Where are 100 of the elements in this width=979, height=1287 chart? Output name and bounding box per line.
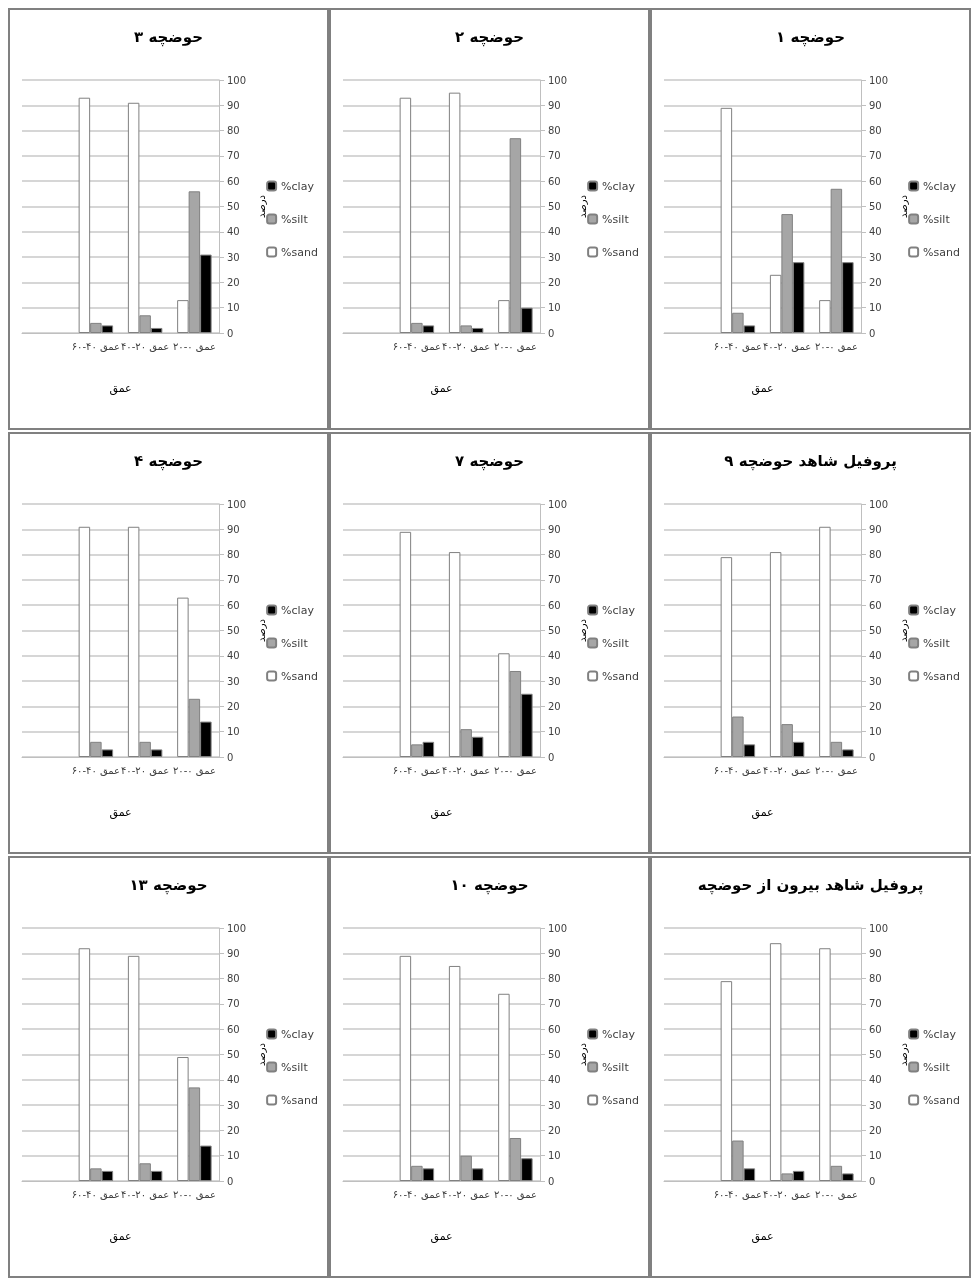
y-tick-label: 90 <box>227 523 240 535</box>
x-tick-label: عمق ۲۰-۴۰ <box>120 764 170 776</box>
y-tick-label: 50 <box>227 201 240 212</box>
chart-title: حوضچه ۲ <box>455 27 524 47</box>
y-tick-label: 40 <box>548 226 561 238</box>
y-tick-label: 100 <box>548 498 568 510</box>
y-tick-label: 0 <box>227 751 234 763</box>
chart-title: حوضچه ۴ <box>134 451 203 471</box>
y-tick-label: 100 <box>227 922 247 934</box>
x-tick-label: عمق ۰-۲۰ <box>814 764 858 776</box>
y-tick-label: 100 <box>548 74 568 86</box>
y-tick-label: 70 <box>548 150 561 162</box>
x-axis-title: عمق <box>751 382 774 396</box>
y-tick-label: 70 <box>227 150 240 162</box>
y-tick-label: 20 <box>869 276 882 288</box>
legend-label: %silt <box>281 212 309 226</box>
legend-label: %clay <box>281 603 315 617</box>
x-tick-label: عمق ۴۰-۶۰ <box>71 764 121 776</box>
x-axis-title: عمق <box>430 806 453 820</box>
y-tick-label: 90 <box>869 99 882 111</box>
y-tick-label: 40 <box>548 650 561 662</box>
y-tick-label: 70 <box>548 998 561 1010</box>
x-tick-label: عمق ۴۰-۶۰ <box>392 340 442 352</box>
legend-label: %silt <box>602 636 630 650</box>
x-tick-label: عمق ۴۰-۶۰ <box>71 340 121 352</box>
legend-label: %clay <box>923 1027 957 1041</box>
y-tick-label: 60 <box>869 599 882 611</box>
y-tick-label: 30 <box>548 675 561 687</box>
y-tick-label: 70 <box>869 998 882 1010</box>
legend-label: %sand <box>923 245 961 259</box>
y-tick-label: 0 <box>869 1175 876 1187</box>
legend-label: %sand <box>602 1093 640 1107</box>
y-tick-label: 50 <box>227 1049 240 1060</box>
y-tick-label: 0 <box>548 751 555 763</box>
legend-label: %sand <box>923 1093 961 1107</box>
y-tick-label: 30 <box>869 675 882 687</box>
chart-title: حوضچه ۱۰ <box>450 875 529 895</box>
legend-label: %clay <box>602 603 636 617</box>
y-tick-label: 50 <box>869 1049 882 1060</box>
y-axis-title: درصد <box>898 1042 910 1067</box>
y-tick-label: 80 <box>869 125 882 137</box>
y-tick-label: 10 <box>548 726 561 738</box>
legend-label: %sand <box>602 669 640 683</box>
y-tick-label: 70 <box>227 574 240 586</box>
x-tick-label: عمق ۰-۲۰ <box>493 764 537 776</box>
y-axis-title: درصد <box>256 1042 268 1067</box>
y-tick-label: 20 <box>227 276 240 288</box>
y-tick-label: 20 <box>227 1124 240 1136</box>
y-tick-label: 80 <box>548 125 561 137</box>
y-tick-label: 0 <box>548 1175 555 1187</box>
y-tick-label: 40 <box>227 226 240 238</box>
y-tick-label: 20 <box>548 276 561 288</box>
y-axis-title: درصد <box>577 1042 589 1067</box>
y-tick-label: 40 <box>227 1074 240 1086</box>
y-tick-label: 70 <box>227 998 240 1010</box>
y-tick-label: 80 <box>227 973 240 985</box>
y-tick-label: 90 <box>548 99 561 111</box>
y-tick-label: 10 <box>548 1150 561 1162</box>
y-tick-label: 80 <box>869 973 882 985</box>
y-tick-label: 90 <box>869 947 882 959</box>
y-tick-label: 0 <box>227 327 234 339</box>
y-tick-label: 30 <box>227 1099 240 1111</box>
y-tick-label: 30 <box>548 1099 561 1111</box>
x-tick-label: عمق ۲۰-۴۰ <box>762 764 812 776</box>
legend-label: %sand <box>281 1093 319 1107</box>
y-tick-label: 30 <box>548 251 561 263</box>
legend-label: %sand <box>281 245 319 259</box>
y-tick-label: 80 <box>227 125 240 137</box>
y-tick-label: 40 <box>869 226 882 238</box>
x-tick-label: عمق ۰-۲۰ <box>493 1188 537 1200</box>
x-axis-title: عمق <box>751 1230 774 1244</box>
x-axis-title: عمق <box>430 382 453 396</box>
y-tick-label: 30 <box>227 675 240 687</box>
y-tick-label: 50 <box>548 1049 561 1060</box>
y-axis-title: درصد <box>898 194 910 219</box>
y-tick-label: 90 <box>869 523 882 535</box>
x-tick-label: عمق ۲۰-۴۰ <box>441 340 491 352</box>
legend-label: %silt <box>923 1060 951 1074</box>
chart-title: حوضچه ۳ <box>134 27 203 47</box>
y-tick-label: 100 <box>869 922 889 934</box>
y-tick-label: 10 <box>227 726 240 738</box>
y-tick-label: 10 <box>227 302 240 314</box>
y-tick-label: 40 <box>227 650 240 662</box>
y-tick-label: 70 <box>869 150 882 162</box>
y-tick-label: 60 <box>869 175 882 187</box>
y-tick-label: 10 <box>869 726 882 738</box>
x-tick-label: عمق ۰-۲۰ <box>172 1188 216 1200</box>
y-tick-label: 0 <box>869 751 876 763</box>
y-axis-title: درصد <box>577 194 589 219</box>
legend-label: %clay <box>602 179 636 193</box>
y-tick-label: 20 <box>869 700 882 712</box>
y-tick-label: 60 <box>227 599 240 611</box>
y-axis-title: درصد <box>256 618 268 643</box>
x-axis-title: عمق <box>109 1230 132 1244</box>
y-tick-label: 90 <box>227 99 240 111</box>
chart-title: حوضچه ۱ <box>776 27 845 47</box>
chart-title: پروفیل شاهد حوضچه ۹ <box>724 451 897 471</box>
y-tick-label: 80 <box>548 549 561 561</box>
y-tick-label: 60 <box>869 1023 882 1035</box>
x-tick-label: عمق ۰-۲۰ <box>493 340 537 352</box>
